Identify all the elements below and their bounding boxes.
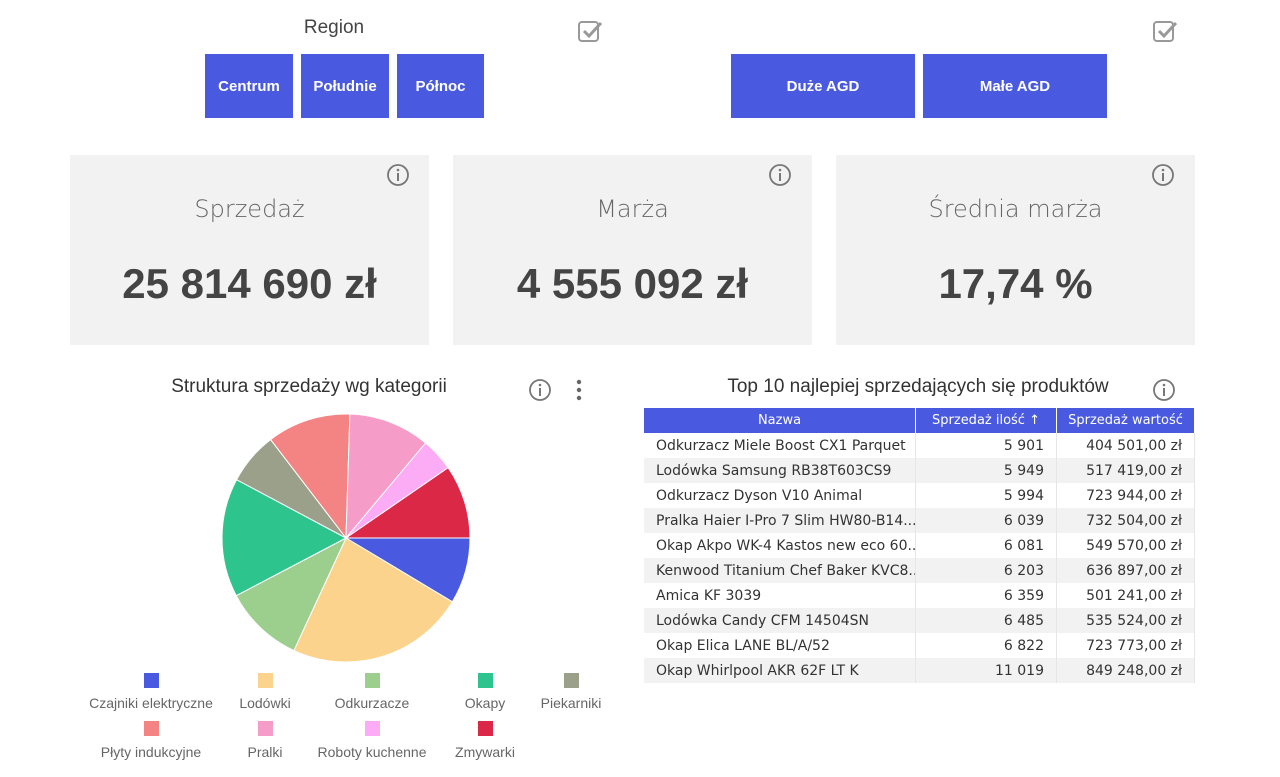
cell-sprzedaz-ilosc: 5 949	[915, 458, 1057, 483]
cell-nazwa: Lodówka Candy CFM 14504SN	[644, 608, 916, 633]
legend-label[interactable]: Odkurzacze	[334, 695, 410, 711]
cell-sprzedaz-ilosc: 6 039	[915, 508, 1057, 533]
pie-slice-zmywarki[interactable]	[344, 466, 471, 539]
cell-sprzedaz-ilosc: 6 359	[915, 583, 1057, 608]
legend-swatch[interactable]	[564, 673, 579, 688]
cell-sprzedaz-ilosc: 6 081	[915, 533, 1057, 558]
table-row[interactable]: Pralka Haier I-Pro 7 Slim HW80-B14... 6 0…	[644, 508, 1195, 533]
cell-sprzedaz-wartosc: 549 570,00 zł	[1056, 533, 1195, 558]
chart-title: Struktura sprzedaży wg kategorii	[171, 376, 447, 397]
cell-sprzedaz-wartosc: 636 897,00 zł	[1056, 558, 1195, 583]
cell-sprzedaz-wartosc: 732 504,00 zł	[1056, 508, 1195, 533]
pie-slice-lodówki[interactable]	[293, 537, 454, 663]
table-title: Top 10 najlepiej sprzedających się produ…	[727, 376, 1109, 397]
legend-label[interactable]: Zmywarki	[455, 744, 515, 760]
cell-sprzedaz-ilosc: 5 901	[915, 433, 1057, 458]
info-icon[interactable]	[386, 163, 410, 187]
region-slicer-title: Region	[303, 17, 365, 38]
top-products-table: Nazwa Sprzedaż ilość ↑ Sprzedaż wartość …	[644, 408, 1195, 683]
cell-nazwa: Pralka Haier I-Pro 7 Slim HW80-B14...	[644, 508, 916, 533]
table-header-row: Nazwa Sprzedaż ilość ↑ Sprzedaż wartość	[644, 408, 1195, 433]
kpi-card-srednia-marza: Średnia marża 17,74 %	[836, 155, 1195, 345]
column-header-nazwa[interactable]: Nazwa	[644, 408, 916, 433]
kpi-value: 25 814 690 zł	[122, 260, 377, 307]
info-icon[interactable]	[1152, 378, 1176, 402]
select-all-checkbox-icon[interactable]	[1152, 18, 1178, 44]
legend-label[interactable]: Lodówki	[239, 695, 291, 711]
pie-slice-okapy[interactable]	[221, 478, 348, 597]
category-button-male-agd[interactable]: Małe AGD	[923, 54, 1107, 118]
legend-swatch[interactable]	[258, 673, 273, 688]
kpi-value: 4 555 092 zł	[516, 260, 749, 307]
info-icon[interactable]	[528, 378, 552, 402]
kpi-card-marza: Marża 4 555 092 zł	[453, 155, 812, 345]
kpi-label: Marża	[596, 195, 669, 223]
column-header-sprzedaz-wartosc[interactable]: Sprzedaż wartość	[1056, 408, 1195, 433]
cell-nazwa: Lodówka Samsung RB38T603CS9	[644, 458, 916, 483]
cell-nazwa: Odkurzacz Dyson V10 Animal	[644, 483, 916, 508]
cell-nazwa: Okap Elica LANE BL/A/52	[644, 633, 916, 658]
kpi-label: Sprzedaż	[194, 195, 305, 223]
pie-slice-pralki[interactable]	[345, 413, 427, 540]
kpi-label: Średnia marża	[928, 195, 1103, 223]
table-row[interactable]: Odkurzacz Miele Boost CX1 Parquet 5 901 40…	[644, 433, 1195, 458]
kpi-card-sprzedaz: Sprzedaż 25 814 690 zł	[70, 155, 429, 345]
cell-sprzedaz-wartosc: 723 944,00 zł	[1056, 483, 1195, 508]
cell-nazwa: Odkurzacz Miele Boost CX1 Parquet	[644, 433, 916, 458]
cell-sprzedaz-wartosc: 517 419,00 zł	[1056, 458, 1195, 483]
legend-label[interactable]: Czajniki elektryczne	[89, 695, 213, 711]
cell-sprzedaz-wartosc: 404 501,00 zł	[1056, 433, 1195, 458]
legend-label[interactable]: Roboty kuchenne	[317, 744, 427, 760]
legend-swatch[interactable]	[478, 721, 493, 736]
pie-chart[interactable]	[214, 406, 478, 670]
legend-swatch[interactable]	[144, 673, 159, 688]
info-icon[interactable]	[1151, 163, 1175, 187]
legend-swatch[interactable]	[365, 673, 380, 688]
cell-sprzedaz-wartosc: 501 241,00 zł	[1056, 583, 1195, 608]
legend-swatch[interactable]	[144, 721, 159, 736]
more-options-icon[interactable]	[570, 378, 588, 402]
cell-sprzedaz-ilosc: 6 822	[915, 633, 1057, 658]
table-row[interactable]: Lodówka Candy CFM 14504SN 6 485 535 524,00…	[644, 608, 1195, 633]
legend-label[interactable]: Piekarniki	[540, 695, 602, 711]
select-all-checkbox-icon[interactable]	[577, 18, 603, 44]
legend-label[interactable]: Okapy	[464, 695, 506, 711]
cell-nazwa: Amica KF 3039	[644, 583, 916, 608]
table-row[interactable]: Lodówka Samsung RB38T603CS9 5 949 517 419,…	[644, 458, 1195, 483]
table-row[interactable]: Amica KF 3039 6 359 501 241,00 zł	[644, 583, 1195, 608]
cell-sprzedaz-ilosc: 6 485	[915, 608, 1057, 633]
cell-sprzedaz-wartosc: 849 248,00 zł	[1056, 658, 1195, 683]
table-row[interactable]: Okap Akpo WK-4 Kastos new eco 60... 6 081…	[644, 533, 1195, 558]
kpi-value: 17,74 %	[938, 260, 1093, 307]
category-button-duze-agd[interactable]: Duże AGD	[731, 54, 915, 118]
table-row[interactable]: Kenwood Titanium Chef Baker KVC8... 6 203…	[644, 558, 1195, 583]
cell-sprzedaz-wartosc: 535 524,00 zł	[1056, 608, 1195, 633]
cell-sprzedaz-wartosc: 723 773,00 zł	[1056, 633, 1195, 658]
cell-nazwa: Okap Akpo WK-4 Kastos new eco 60...	[644, 533, 916, 558]
table-row[interactable]: Odkurzacz Dyson V10 Animal 5 994 723 944,0…	[644, 483, 1195, 508]
cell-sprzedaz-ilosc: 6 203	[915, 558, 1057, 583]
table-row[interactable]: Okap Whirlpool AKR 62F LT K 11 019 849 248…	[644, 658, 1195, 683]
pie-slice-odkurzacze[interactable]	[235, 536, 348, 652]
cell-nazwa: Okap Whirlpool AKR 62F LT K	[644, 658, 916, 683]
info-icon[interactable]	[768, 163, 792, 187]
region-button-centrum[interactable]: Centrum	[205, 54, 293, 118]
cell-sprzedaz-ilosc: 11 019	[915, 658, 1057, 683]
legend-swatch[interactable]	[365, 721, 380, 736]
region-button-polnoc[interactable]: Północ	[397, 54, 484, 118]
legend-swatch[interactable]	[478, 673, 493, 688]
table-row[interactable]: Okap Elica LANE BL/A/52 6 822 723 773,00 z…	[644, 633, 1195, 658]
cell-nazwa: Kenwood Titanium Chef Baker KVC8...	[644, 558, 916, 583]
legend-label[interactable]: Pralki	[247, 744, 283, 760]
column-header-sprzedaz-ilosc[interactable]: Sprzedaż ilość ↑	[915, 408, 1057, 433]
cell-sprzedaz-ilosc: 5 994	[915, 483, 1057, 508]
legend-swatch[interactable]	[258, 721, 273, 736]
pie-slice-płyty-indukcyjne[interactable]	[269, 413, 351, 540]
legend-label[interactable]: Płyty indukcyjne	[100, 744, 202, 760]
region-button-poludnie[interactable]: Południe	[301, 54, 389, 118]
